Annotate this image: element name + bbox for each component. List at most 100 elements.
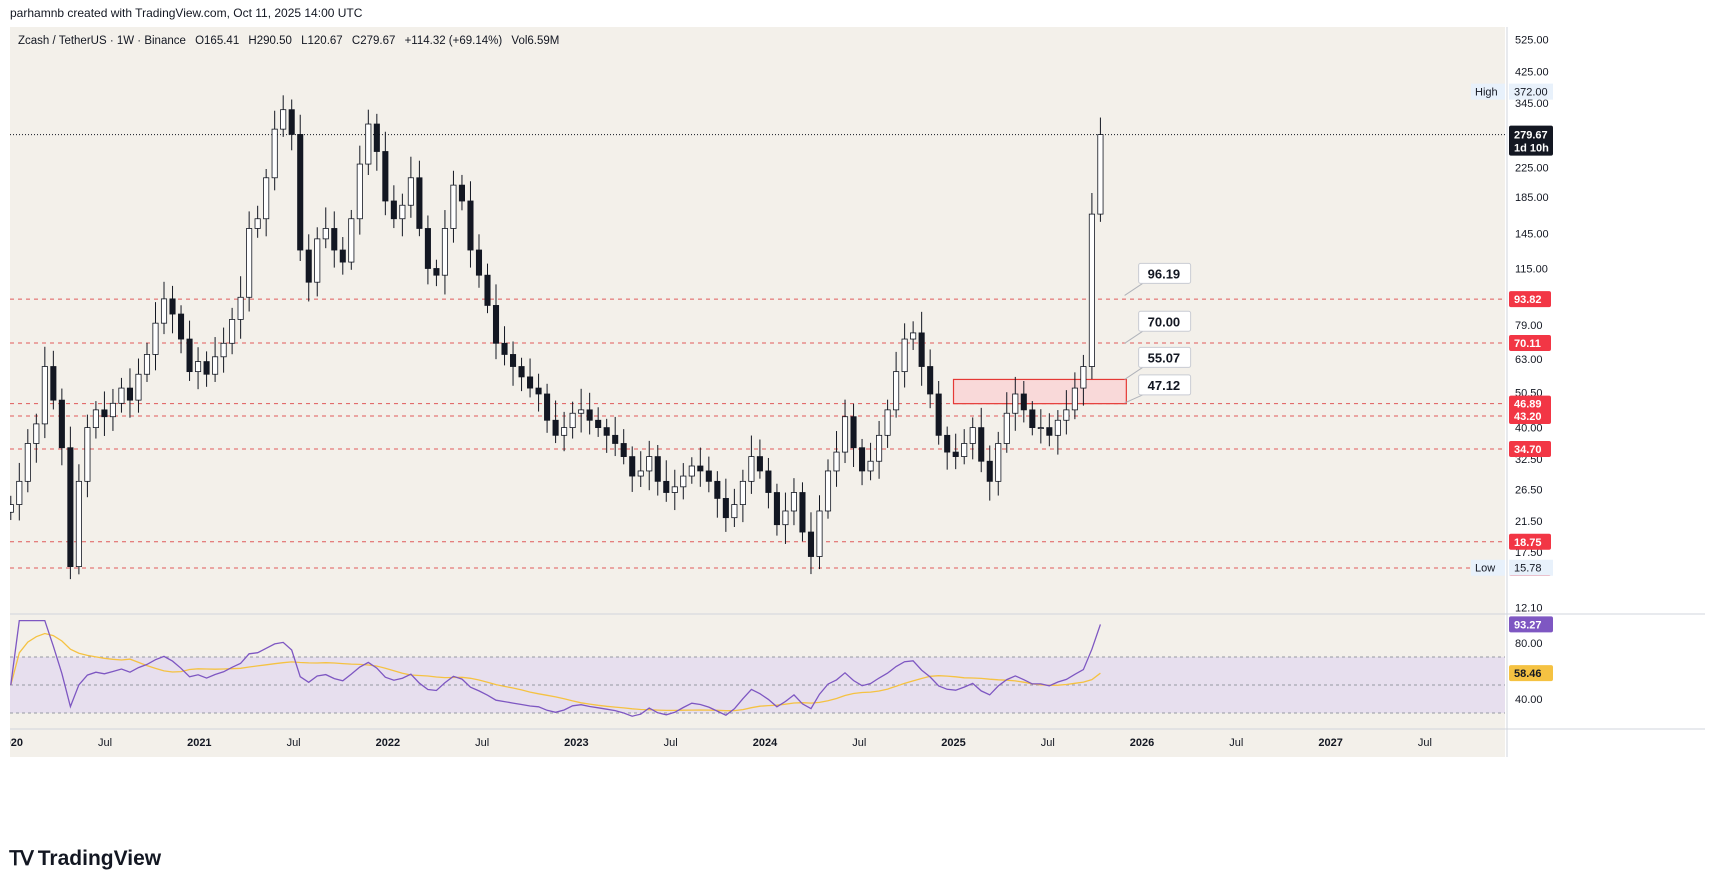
candle-body: [33, 423, 40, 444]
ohlc-low: L120.67: [301, 35, 343, 47]
time-tick-label: 2022: [376, 737, 400, 749]
time-tick-label: 2024: [753, 737, 778, 749]
candle-body: [229, 319, 236, 344]
ohlc-close: C279.67: [351, 35, 396, 47]
candle-body: [314, 238, 321, 283]
candle-body: [697, 465, 704, 472]
time-tick-label: 2026: [1130, 737, 1154, 749]
candle-body: [918, 332, 925, 367]
candle-body: [782, 510, 789, 526]
candle-body: [927, 366, 934, 395]
candle-body: [773, 492, 780, 526]
candle-body: [467, 200, 474, 251]
level-price-tag: [1509, 291, 1551, 308]
price-tick-label: 425.00: [1515, 67, 1549, 79]
candle-body: [16, 480, 23, 505]
level-price-tag: [1509, 395, 1551, 412]
candle-body: [1012, 393, 1019, 414]
candle-body: [978, 427, 985, 462]
candle-body: [220, 342, 227, 358]
candle-body: [1020, 393, 1027, 411]
candle-body: [612, 434, 619, 444]
candle-body: [850, 416, 857, 449]
candle-body: [731, 504, 738, 519]
candle-body: [807, 531, 815, 557]
candle-body: [1080, 366, 1087, 389]
candle-body: [348, 218, 355, 263]
candle-body: [288, 109, 295, 135]
candle-body: [535, 387, 542, 395]
ohlc-open: O165.41: [195, 35, 240, 47]
candle-body: [680, 475, 687, 488]
callout-label: 70.00: [1148, 314, 1181, 329]
rsi-ma-label: 58.46: [1514, 668, 1542, 680]
candle-body: [373, 123, 380, 152]
candle-body: [501, 342, 508, 355]
price-chart[interactable]: 525.00 425.00 345.00 225.00 185.00 145.00 115.…: [10, 27, 1705, 827]
candle-body: [578, 409, 585, 414]
candle-body: [297, 134, 304, 251]
low-value-box: [1509, 559, 1553, 576]
candle-body: [901, 338, 908, 373]
candle-body: [816, 510, 823, 557]
candle-body: [50, 366, 57, 401]
candle-body: [169, 298, 176, 315]
candle-body: [407, 177, 414, 206]
candle-body: [1046, 427, 1053, 436]
candle-body: [646, 456, 653, 472]
rsi-value-label: 93.27: [1514, 619, 1542, 631]
candle-body: [544, 393, 551, 421]
candle-body: [126, 387, 134, 401]
low-value-label: 15.78: [1514, 563, 1542, 575]
candle-body: [841, 416, 849, 453]
rsi-tick-label: 80.00: [1515, 638, 1543, 650]
candle-body: [186, 338, 193, 373]
candle-body: [1063, 409, 1070, 421]
candle-body: [629, 456, 636, 477]
callout-label: 47.12: [1148, 378, 1181, 393]
time-tick-label: 2027: [1318, 737, 1342, 749]
callout-box: [1138, 374, 1192, 396]
rsi-ma-tag: [1509, 665, 1553, 682]
tradingview-logo[interactable]: Ꭲᐯ TradingView: [10, 846, 161, 871]
rsi-line: [10, 619, 1102, 717]
level-price-tag: [1509, 533, 1551, 550]
level-price-tag: [1509, 441, 1551, 458]
time-tick-label: 2025: [941, 737, 965, 749]
candle-body: [75, 480, 82, 568]
candle-body: [178, 313, 185, 340]
candle-body: [450, 184, 457, 229]
candle-body: [986, 460, 993, 482]
candle-body: [1088, 213, 1095, 367]
time-tick-label: Jul: [664, 737, 678, 749]
time-tick-label: Jul: [475, 737, 489, 749]
candle-body: [705, 470, 712, 482]
price-tick-label: 115.00: [1515, 263, 1548, 275]
level-price-tag-label: 93.82: [1514, 294, 1542, 306]
candle-body: [492, 305, 500, 344]
current-price-label: 279.67: [1514, 130, 1548, 142]
candle-body: [739, 480, 746, 505]
candle-body: [160, 298, 168, 324]
time-tick-label: 2021: [187, 737, 211, 749]
candle-body: [441, 228, 448, 276]
demand-zone: [952, 378, 1127, 405]
candle-body: [390, 200, 397, 220]
tradingview-logo-text: TradingView: [37, 846, 162, 870]
candle-body: [84, 427, 91, 482]
symbol-name: Zcash / TetherUS · 1W · Binance: [18, 35, 186, 47]
candle-body: [910, 332, 917, 340]
candle-body: [1003, 412, 1010, 444]
candle-body: [322, 228, 329, 240]
candle-body: [527, 376, 534, 389]
candle-body: [58, 399, 65, 449]
candle-body: [1029, 409, 1036, 429]
candle-body: [382, 151, 389, 202]
candle-body: [859, 447, 866, 472]
candle-body: [893, 371, 900, 411]
price-tick-label: 12.10: [1515, 603, 1543, 615]
candle-body: [1071, 387, 1078, 411]
candle-body: [748, 456, 755, 482]
candle-body: [458, 184, 465, 202]
candle-body: [424, 228, 431, 269]
